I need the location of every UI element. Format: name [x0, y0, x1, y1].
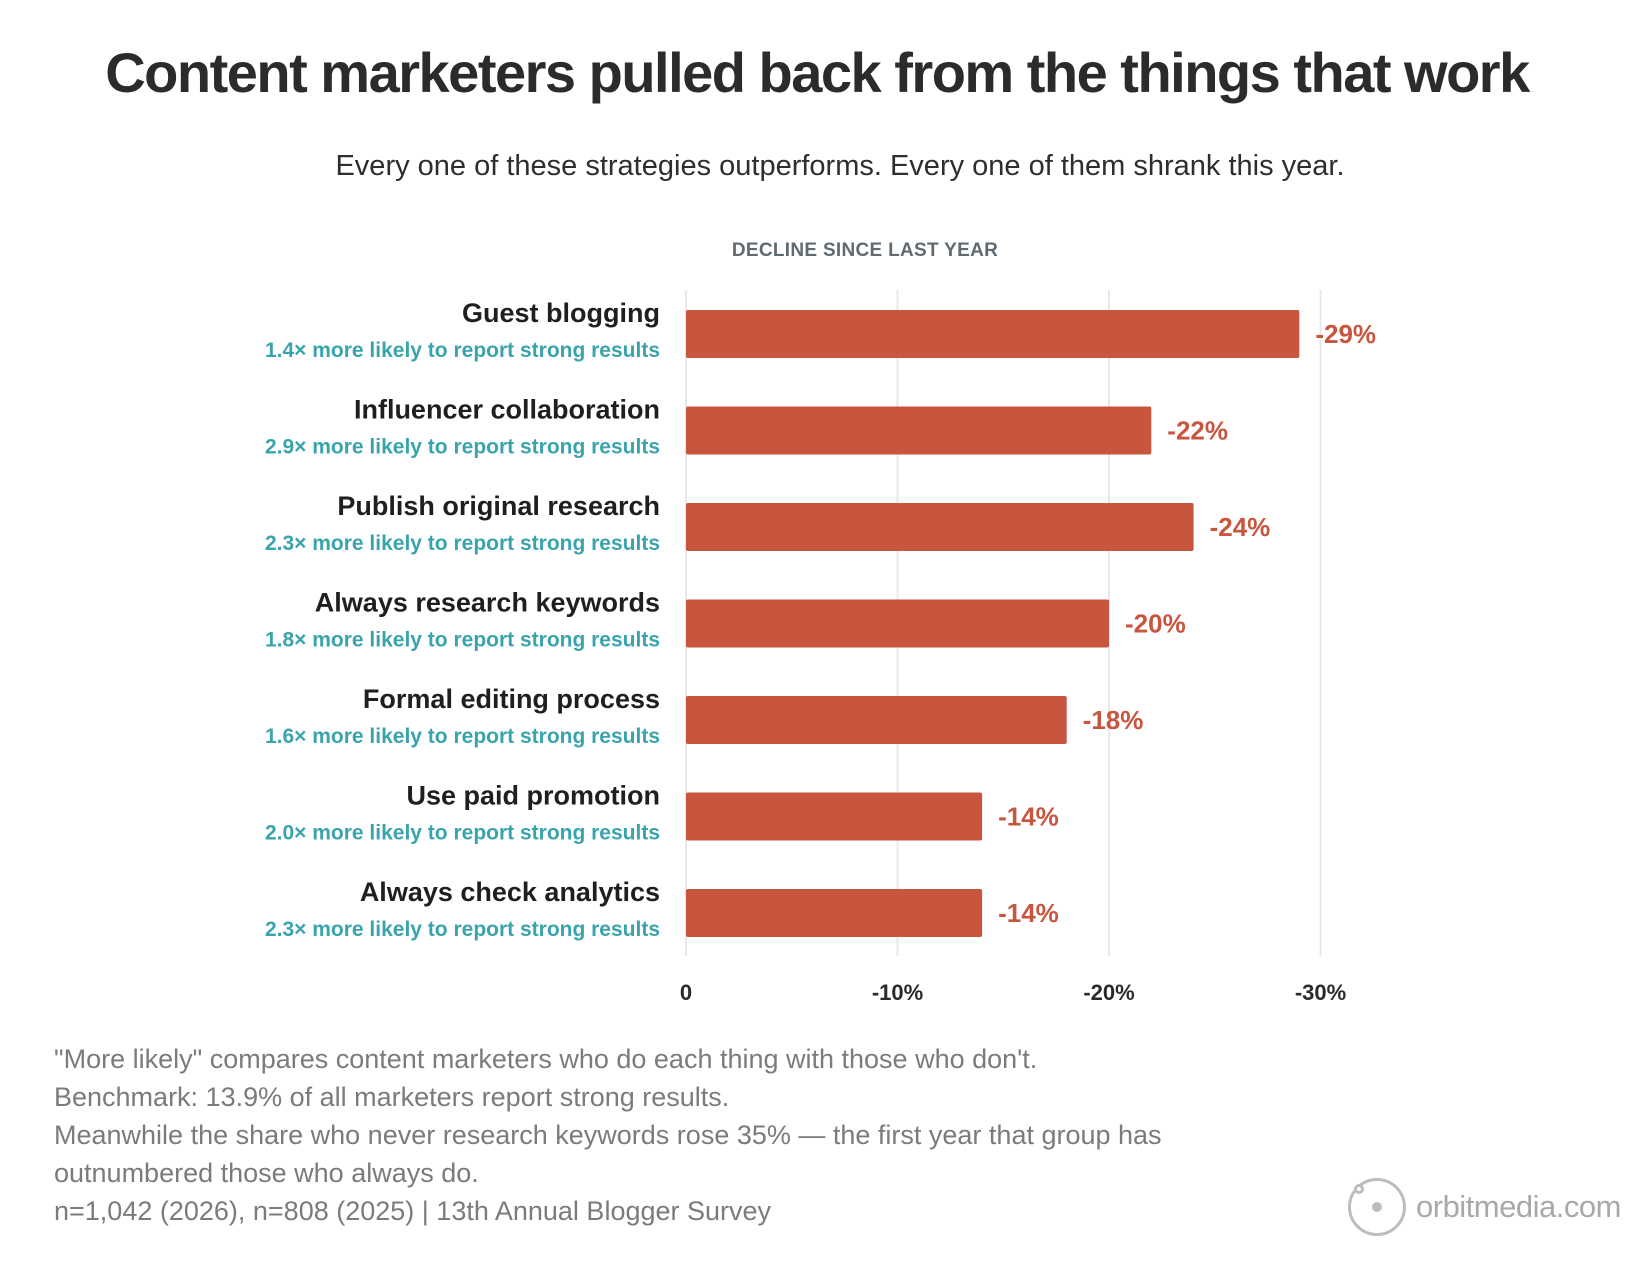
- brand-mark: orbitmedia.com: [1348, 1178, 1621, 1236]
- category-note: 1.6× more likely to report strong result…: [265, 725, 660, 748]
- footnotes: "More likely" compares content marketers…: [54, 1040, 1294, 1230]
- bar: [686, 503, 1194, 551]
- bars: [686, 310, 1300, 937]
- category-label: Guest blogging: [462, 298, 660, 328]
- bar: [686, 792, 983, 841]
- data-label: -20%: [1125, 609, 1186, 639]
- category-note: 1.4× more likely to report strong result…: [265, 339, 660, 362]
- category-label: Formal editing process: [363, 684, 660, 714]
- data-label: -14%: [998, 898, 1059, 928]
- data-label: -14%: [998, 802, 1059, 832]
- brand-text: orbitmedia.com: [1416, 1189, 1621, 1224]
- data-label: -29%: [1315, 319, 1376, 349]
- data-label: -24%: [1210, 512, 1271, 542]
- bar: [686, 406, 1152, 455]
- category-labels: Guest blogging 1.4× more likely to report…: [265, 298, 660, 941]
- category-label: Always check analytics: [360, 877, 660, 907]
- x-tick-label: 0: [680, 980, 692, 1005]
- category-note: 2.3× more likely to report strong result…: [265, 918, 660, 941]
- bar: [686, 696, 1067, 744]
- axis-heading: DECLINE SINCE LAST YEAR: [732, 240, 998, 261]
- x-tick-label: -20%: [1083, 980, 1134, 1005]
- x-axis-ticks: 0 -10% -20% -30%: [680, 980, 1346, 1005]
- footnote-more-likely: "More likely" compares content marketers…: [54, 1044, 1038, 1074]
- bar: [686, 889, 983, 937]
- data-label: -18%: [1083, 705, 1144, 735]
- orbit-logo-icon: [1348, 1178, 1406, 1236]
- footnote-benchmark: Benchmark: 13.9% of all marketers report…: [54, 1082, 730, 1112]
- bar: [686, 310, 1300, 358]
- data-label: -22%: [1167, 416, 1228, 446]
- category-label: Always research keywords: [315, 588, 660, 618]
- category-note: 2.3× more likely to report strong result…: [265, 532, 660, 555]
- chart-subtitle: Every one of these strategies outperform…: [335, 150, 1345, 182]
- footnote-keywords: Meanwhile the share who never research k…: [54, 1120, 1162, 1188]
- category-note: 2.0× more likely to report strong result…: [265, 822, 660, 845]
- bar-chart: DECLINE SINCE LAST YEAR Guest blogging 1.…: [265, 240, 1376, 1005]
- category-note: 1.8× more likely to report strong result…: [265, 629, 660, 652]
- bar: [686, 599, 1109, 648]
- category-label: Use paid promotion: [406, 781, 660, 811]
- category-label: Publish original research: [337, 491, 660, 521]
- value-labels: -29% -22% -24% -20% -18% -14% -14%: [998, 319, 1376, 928]
- footnote-sample: n=1,042 (2026), n=808 (2025) | 13th Annu…: [54, 1196, 772, 1226]
- chart-title: Content marketers pulled back from the t…: [105, 41, 1530, 104]
- category-note: 2.9× more likely to report strong result…: [265, 436, 660, 459]
- x-tick-label: -30%: [1295, 980, 1346, 1005]
- x-tick-label: -10%: [872, 980, 923, 1005]
- category-label: Influencer collaboration: [354, 395, 660, 425]
